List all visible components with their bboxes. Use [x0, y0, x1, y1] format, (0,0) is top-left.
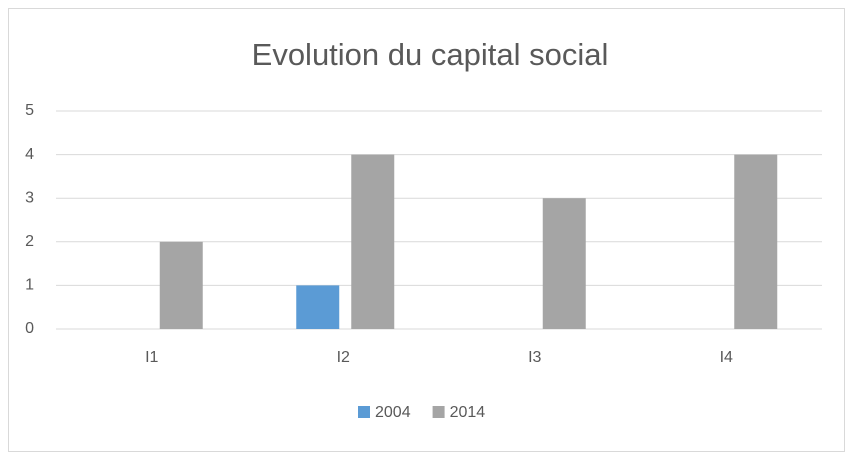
chart-title: Evolution du capital social — [252, 37, 609, 72]
y-tick-label: 0 — [25, 320, 34, 337]
y-tick-label: 5 — [25, 102, 34, 119]
x-tick-label: I2 — [337, 349, 350, 366]
bar — [351, 154, 395, 329]
y-tick-label: 2 — [25, 233, 34, 250]
bar — [159, 241, 203, 329]
legend-label: 2004 — [375, 404, 411, 421]
legend-swatch — [358, 406, 370, 418]
x-tick-label: I1 — [145, 349, 158, 366]
x-tick-label: I3 — [528, 349, 541, 366]
y-tick-label: 1 — [25, 277, 34, 294]
bar — [542, 198, 586, 329]
bar — [296, 285, 340, 329]
y-tick-label: 3 — [25, 189, 34, 206]
legend-swatch — [432, 406, 445, 418]
y-tick-label: 4 — [25, 146, 34, 163]
bar — [734, 154, 778, 329]
legend-label: 2014 — [450, 404, 486, 421]
chart-frame — [8, 8, 845, 452]
x-tick-label: I4 — [720, 349, 733, 366]
